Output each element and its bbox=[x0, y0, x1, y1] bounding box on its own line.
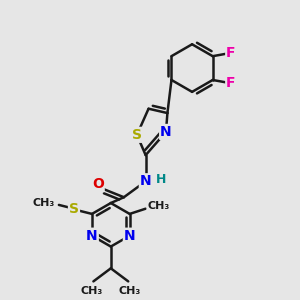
Text: F: F bbox=[226, 46, 236, 60]
Text: N: N bbox=[160, 125, 172, 139]
Text: S: S bbox=[132, 128, 142, 142]
Text: S: S bbox=[69, 202, 79, 216]
Text: F: F bbox=[226, 76, 236, 91]
Text: CH₃: CH₃ bbox=[147, 201, 169, 211]
Text: CH₃: CH₃ bbox=[81, 286, 103, 296]
Text: CH₃: CH₃ bbox=[32, 199, 55, 208]
Text: CH₃: CH₃ bbox=[118, 286, 141, 296]
Text: H: H bbox=[156, 173, 166, 186]
Text: O: O bbox=[92, 177, 104, 191]
Text: N: N bbox=[124, 229, 136, 243]
Text: N: N bbox=[86, 229, 98, 243]
Text: N: N bbox=[140, 174, 152, 188]
